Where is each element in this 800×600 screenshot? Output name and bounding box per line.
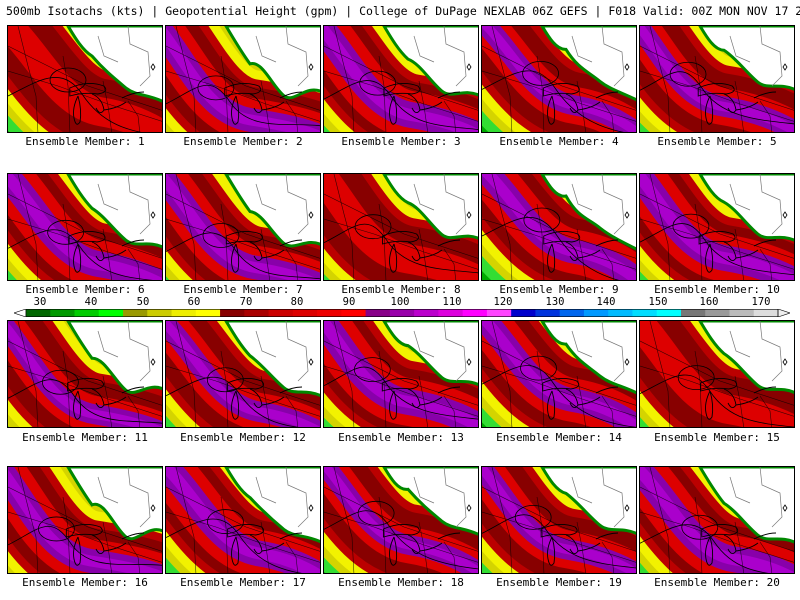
member-panel: [481, 25, 637, 133]
colorbar-tick: 30: [33, 296, 47, 308]
member-label: Ensemble Member: 12: [180, 431, 306, 444]
member-panel: [323, 466, 479, 574]
colorbar-swatch: [462, 309, 488, 317]
colorbar-swatch: [608, 309, 633, 317]
colorbar-swatch: [123, 309, 148, 317]
colorbar-swatch: [317, 309, 342, 317]
colorbar-swatch: [171, 309, 197, 317]
colorbar-tick: 140: [596, 296, 616, 308]
colorbar-tick: 80: [290, 296, 304, 308]
colorbar-swatch: [559, 309, 585, 317]
colorbar-swatch: [147, 309, 173, 317]
colorbar-tick: 90: [342, 296, 356, 308]
colorbar-swatch: [583, 309, 609, 317]
colorbar-swatch: [486, 309, 512, 317]
colorbar-swatch: [389, 309, 415, 317]
member-panel: [481, 320, 637, 428]
member-label: Ensemble Member: 6: [25, 283, 145, 296]
colorbar-tick-labels: 30 40 50 60 70 80 90 100 110 120 130 140…: [0, 296, 800, 308]
member-label: Ensemble Member: 9: [499, 283, 619, 296]
member-label: Ensemble Member: 18: [338, 576, 464, 589]
colorbar-swatch: [511, 309, 536, 317]
colorbar-swatch: [244, 309, 270, 317]
member-label: Ensemble Member: 8: [341, 283, 461, 296]
colorbar-tick: 40: [84, 296, 98, 308]
member-label: Ensemble Member: 13: [338, 431, 464, 444]
member-panel: [639, 173, 795, 281]
member-panel: [323, 25, 479, 133]
member-label: Ensemble Member: 16: [22, 576, 148, 589]
colorbar-tick: 130: [545, 296, 565, 308]
colorbar-tick: 120: [493, 296, 513, 308]
member-label: Ensemble Member: 11: [22, 431, 148, 444]
colorbar-swatch: [438, 309, 464, 317]
member-panel: [639, 320, 795, 428]
member-label: Ensemble Member: 4: [499, 135, 619, 148]
member-label: Ensemble Member: 10: [654, 283, 780, 296]
colorbar-swatch: [656, 309, 682, 317]
member-label: Ensemble Member: 7: [183, 283, 303, 296]
member-label: Ensemble Member: 3: [341, 135, 461, 148]
colorbar-swatch: [220, 309, 245, 317]
member-label: Ensemble Member: 1: [25, 135, 145, 148]
colorbar-swatch: [753, 309, 779, 317]
member-panel: [165, 466, 321, 574]
member-panel: [639, 25, 795, 133]
member-panel: [165, 25, 321, 133]
colorbar: [14, 309, 790, 317]
member-panel: [165, 320, 321, 428]
member-panel: [7, 320, 163, 428]
colorbar-tick: 100: [390, 296, 410, 308]
colorbar-swatch: [26, 309, 51, 317]
member-label: Ensemble Member: 5: [657, 135, 777, 148]
colorbar-tick: 110: [442, 296, 462, 308]
member-panel: [323, 173, 479, 281]
colorbar-swatch: [341, 309, 367, 317]
colorbar-tick: 170: [751, 296, 771, 308]
colorbar-swatch: [74, 309, 100, 317]
colorbar-swatch: [98, 309, 124, 317]
member-panel: [7, 25, 163, 133]
member-label: Ensemble Member: 19: [496, 576, 622, 589]
member-panel: [481, 466, 637, 574]
member-panel: [165, 173, 321, 281]
member-label: Ensemble Member: 17: [180, 576, 306, 589]
member-label: Ensemble Member: 20: [654, 576, 780, 589]
member-panel: [7, 466, 163, 574]
colorbar-swatch: [365, 309, 391, 317]
colorbar-tick: 160: [699, 296, 719, 308]
member-panel: [481, 173, 637, 281]
colorbar-tick: 150: [648, 296, 668, 308]
colorbar-swatch: [705, 309, 730, 317]
colorbar-tick: 70: [239, 296, 253, 308]
colorbar-swatch: [632, 309, 658, 317]
colorbar-swatch: [292, 309, 318, 317]
colorbar-swatch: [535, 309, 561, 317]
member-label: Ensemble Member: 15: [654, 431, 780, 444]
member-label: Ensemble Member: 2: [183, 135, 303, 148]
member-panel: [323, 320, 479, 428]
colorbar-swatch: [414, 309, 439, 317]
colorbar-swatch: [729, 309, 755, 317]
colorbar-swatch: [680, 309, 706, 317]
colorbar-tick: 60: [187, 296, 201, 308]
colorbar-swatch: [195, 309, 221, 317]
map-title: 500mb Isotachs (kts) | Geopotential Heig…: [6, 4, 800, 18]
member-panel: [639, 466, 795, 574]
colorbar-swatch: [50, 309, 76, 317]
colorbar-tick: 50: [136, 296, 150, 308]
member-panel: [7, 173, 163, 281]
member-label: Ensemble Member: 14: [496, 431, 622, 444]
colorbar-swatch: [268, 309, 294, 317]
